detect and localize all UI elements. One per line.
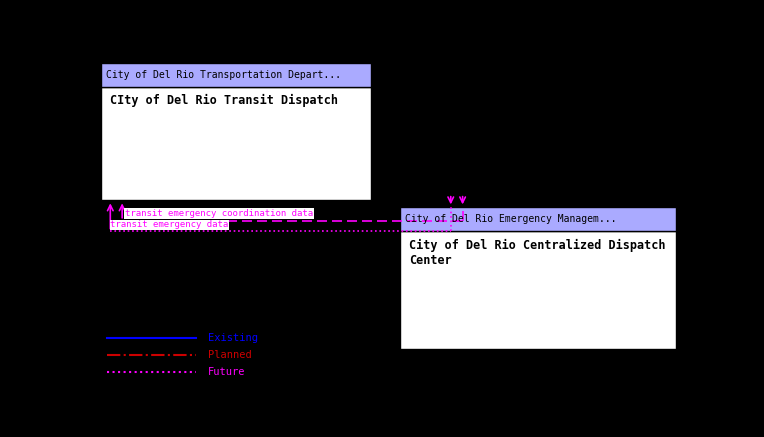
Bar [102, 87, 371, 201]
Text: City of Del Rio Emergency Managem...: City of Del Rio Emergency Managem... [405, 214, 617, 224]
Text: transit emergency data: transit emergency data [110, 220, 228, 229]
Bar [102, 62, 371, 87]
Text: City of Del Rio Transportation Depart...: City of Del Rio Transportation Depart... [106, 69, 342, 80]
Text: transit emergency coordination data: transit emergency coordination data [125, 209, 313, 218]
Text: Future: Future [208, 367, 245, 377]
Bar [400, 207, 676, 232]
Text: CIty of Del Rio Transit Dispatch: CIty of Del Rio Transit Dispatch [110, 94, 338, 107]
Text: City of Del Rio Centralized Dispatch
Center: City of Del Rio Centralized Dispatch Cen… [410, 239, 665, 267]
Text: Existing: Existing [208, 333, 258, 343]
Bar [400, 232, 676, 349]
Text: Planned: Planned [208, 350, 252, 360]
